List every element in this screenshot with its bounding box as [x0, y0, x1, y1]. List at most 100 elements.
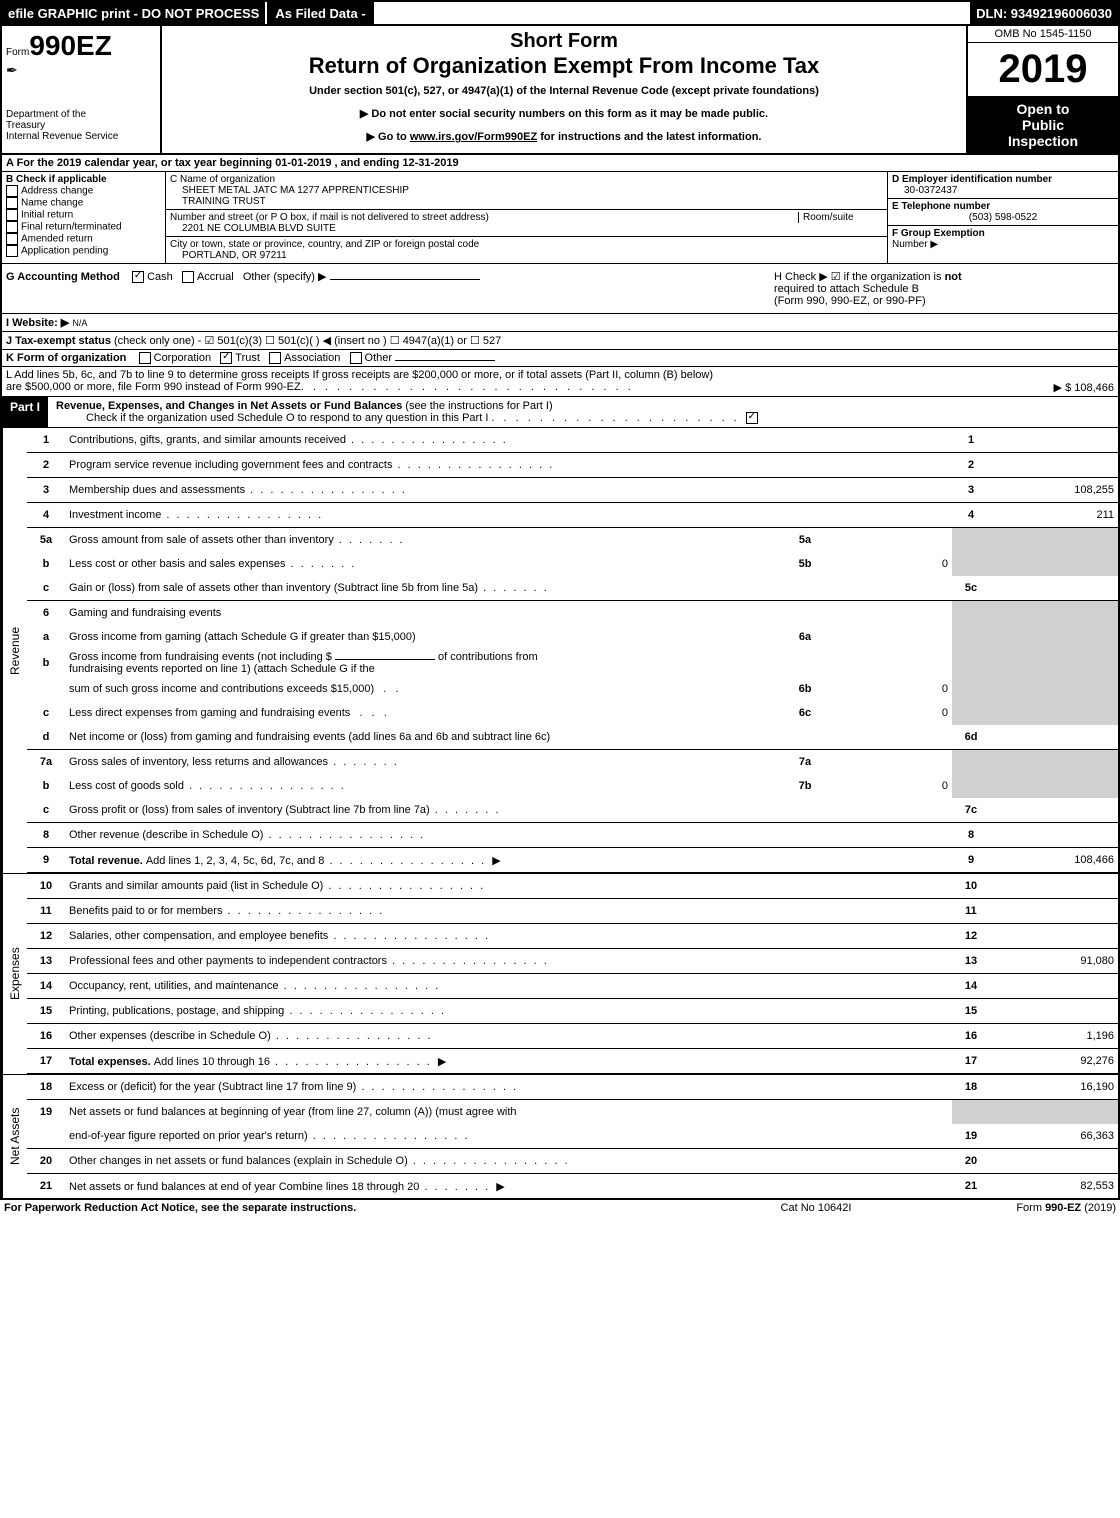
- dots: [478, 582, 549, 594]
- line-box: 2: [952, 453, 990, 478]
- line-box: 10: [952, 874, 990, 899]
- col-g: G Accounting Method ✓Cash Accrual Other …: [2, 264, 770, 313]
- dept3: Internal Revenue Service: [6, 131, 156, 142]
- shaded-cell: [990, 1100, 1118, 1125]
- k-assoc: Association: [284, 352, 340, 364]
- b-item-4: Amended return: [6, 233, 161, 245]
- year-box: 2019: [968, 43, 1118, 97]
- line-amt: 16,190: [990, 1075, 1118, 1100]
- d-value: 30-0372437: [892, 185, 1114, 196]
- irs-logo-icon: ✒: [6, 62, 156, 79]
- header-right: OMB No 1545-1150 2019 Open to Public Ins…: [966, 26, 1118, 153]
- b-label-3: Final return/terminated: [21, 222, 122, 233]
- line-desc: Salaries, other compensation, and employ…: [69, 930, 328, 942]
- checkbox-icon[interactable]: [6, 233, 18, 245]
- part1-header: Part I Revenue, Expenses, and Changes in…: [2, 397, 1118, 428]
- checkbox-icon[interactable]: ✓: [220, 352, 232, 364]
- dept2: Treasury: [6, 120, 156, 131]
- checkbox-icon[interactable]: [182, 271, 194, 283]
- h-text3: (Form 990, 990-EZ, or 990-PF): [774, 295, 926, 307]
- checkbox-icon[interactable]: [6, 209, 18, 221]
- line-box: 7c: [952, 798, 990, 823]
- form-number: 990EZ: [29, 30, 112, 61]
- line-amt: [990, 974, 1118, 999]
- b-item-5: Application pending: [6, 245, 161, 257]
- line-desc-b: Total expenses.: [69, 1056, 154, 1068]
- checkbox-icon[interactable]: ✓: [746, 412, 758, 424]
- col-h: H Check ▶ ☑ if the organization is not r…: [770, 264, 1118, 313]
- c-addr-row: Number and street (or P O box, if mail i…: [166, 210, 887, 237]
- j-text: (check only one) - ☑ 501(c)(3) ☐ 501(c)(…: [114, 335, 501, 347]
- part1-subtitle: (see the instructions for Part I): [402, 400, 552, 412]
- line-num: a: [27, 625, 65, 649]
- line-desc: Excess or (deficit) for the year (Subtra…: [69, 1081, 356, 1093]
- h-text2: required to attach Schedule B: [774, 283, 919, 295]
- line-amt: 108,466: [990, 848, 1118, 873]
- checkbox-icon[interactable]: [350, 352, 362, 364]
- form-prefix: Form: [6, 47, 29, 58]
- omb-box: OMB No 1545-1150: [968, 26, 1118, 43]
- part1-dots: . . . . . . . . . . . . . . . . . . . . …: [491, 412, 745, 424]
- shaded-cell: [952, 625, 990, 649]
- line-box: 4: [952, 503, 990, 528]
- line-num: 5a: [27, 528, 65, 553]
- g-other-blank[interactable]: [330, 279, 480, 280]
- dots: [328, 930, 490, 942]
- checkbox-icon[interactable]: [6, 197, 18, 209]
- line-num: 9: [27, 848, 65, 873]
- sub-box: 6a: [786, 625, 824, 649]
- line-desc: Gain or (loss) from sale of assets other…: [69, 582, 478, 594]
- shaded-cell: [990, 701, 1118, 725]
- sub-amt: 0: [824, 552, 952, 576]
- line-amt: [990, 453, 1118, 478]
- line-box: 8: [952, 823, 990, 848]
- line-desc: Less cost of goods sold: [69, 780, 184, 792]
- line-num: 2: [27, 453, 65, 478]
- line-desc: Investment income: [69, 509, 161, 521]
- k-other-blank[interactable]: [395, 360, 495, 361]
- b-item-0: Address change: [6, 185, 161, 197]
- dots: [324, 855, 486, 867]
- checkbox-icon[interactable]: [269, 352, 281, 364]
- shaded-cell: [990, 677, 1118, 701]
- row-a: A For the 2019 calendar year, or tax yea…: [2, 155, 1118, 172]
- d-label: D Employer identification number: [892, 174, 1114, 185]
- dots: [392, 459, 554, 471]
- topbar-spacer: [374, 2, 970, 24]
- line-num: 20: [27, 1149, 65, 1174]
- line-desc: Gross sales of inventory, less returns a…: [69, 756, 328, 768]
- checkbox-icon[interactable]: [6, 245, 18, 257]
- dots: [323, 880, 485, 892]
- instr2: ▶ Go to www.irs.gov/Form990EZ for instru…: [170, 130, 958, 143]
- instr2-link[interactable]: www.irs.gov/Form990EZ: [410, 131, 537, 143]
- g-label: G Accounting Method: [6, 271, 120, 283]
- g-accrual: Accrual: [197, 271, 234, 283]
- shaded-cell: [990, 601, 1118, 626]
- line-num: 11: [27, 899, 65, 924]
- line-num: c: [27, 576, 65, 601]
- line-desc: Other expenses (describe in Schedule O): [69, 1030, 271, 1042]
- checkbox-icon[interactable]: [6, 185, 18, 197]
- l-text2: are $500,000 or more, file Form 990 inst…: [6, 381, 301, 394]
- checkbox-icon[interactable]: [139, 352, 151, 364]
- line-amt: [990, 428, 1118, 453]
- dots: [284, 1005, 446, 1017]
- footer-r2: 990-EZ: [1045, 1202, 1081, 1214]
- dots: [334, 534, 405, 546]
- line-amt: [990, 798, 1118, 823]
- line-amt: 1,196: [990, 1024, 1118, 1049]
- sub-box: 6c: [786, 701, 824, 725]
- line-num: 1: [27, 428, 65, 453]
- expenses-section: Expenses 10 Grants and similar amounts p…: [2, 873, 1118, 1074]
- line-amt: [990, 1149, 1118, 1174]
- line-desc: Less cost or other basis and sales expen…: [69, 558, 285, 570]
- 6b-blank[interactable]: [335, 659, 435, 660]
- checkbox-icon[interactable]: [6, 221, 18, 233]
- l-amount: ▶ $ 108,466: [1054, 381, 1114, 394]
- checkbox-icon[interactable]: ✓: [132, 271, 144, 283]
- sub-amt: 0: [824, 774, 952, 798]
- sub-amt: 0: [824, 677, 952, 701]
- row-l: L Add lines 5b, 6c, and 7b to line 9 to …: [2, 367, 1118, 397]
- part1-label: Part I: [2, 397, 48, 427]
- footer-center: Cat No 10642I: [716, 1202, 916, 1214]
